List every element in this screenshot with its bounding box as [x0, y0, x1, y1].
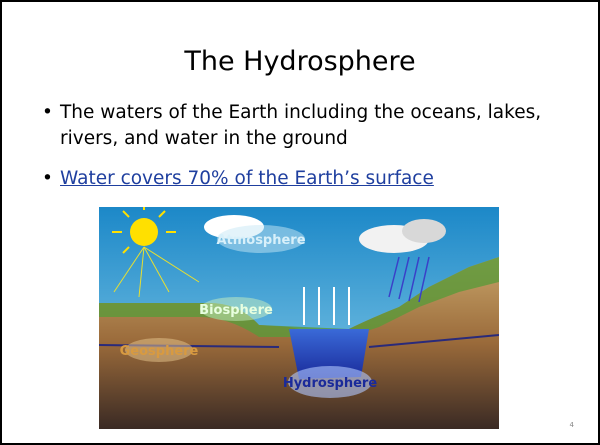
figure-label: Biosphere: [199, 303, 273, 318]
slide: The Hydrosphere The waters of the Earth …: [0, 0, 600, 445]
page-number: 4: [570, 421, 574, 429]
bullet: The waters of the Earth including the oc…: [42, 100, 600, 152]
figure-label: Geosphere: [120, 344, 199, 359]
water-cycle-figure: Atmosphere Biosphere Geosphere Hydrosphe…: [99, 207, 499, 429]
slide-title: The Hydrosphere: [2, 46, 598, 77]
bullet-link[interactable]: Water covers 70% of the Earth’s surface: [42, 166, 600, 192]
figure-label: Atmosphere: [216, 233, 305, 248]
figure-label: Hydrosphere: [283, 376, 378, 391]
